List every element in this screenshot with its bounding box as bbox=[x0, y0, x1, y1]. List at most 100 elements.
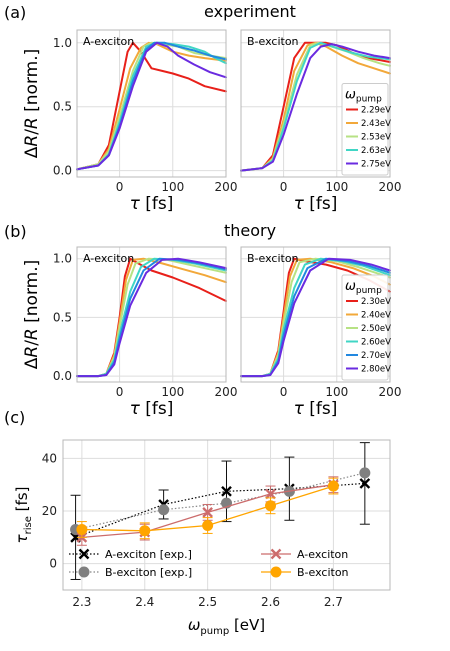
x-tick-label: 2.4 bbox=[135, 595, 154, 609]
x-tick-label: 2.6 bbox=[261, 595, 280, 609]
legend-label: 2.63eV bbox=[361, 146, 391, 156]
data-point bbox=[327, 480, 339, 492]
plot-frame bbox=[76, 246, 227, 383]
data-point bbox=[78, 548, 90, 560]
x-tick-label: 200 bbox=[215, 180, 238, 194]
data-point bbox=[139, 525, 151, 537]
legend-label: 2.60eV bbox=[361, 338, 391, 348]
plot-frame bbox=[240, 246, 391, 383]
legend-label: B-exciton [exp.] bbox=[105, 566, 192, 579]
panel-rise: 2.3 2.4 2.5 2.6 2.7 0 20 40 ωpump [eV] τrise [fs]… bbox=[13, 439, 391, 637]
title-experiment: experiment bbox=[204, 2, 296, 21]
series-line bbox=[76, 41, 227, 171]
x-tick-label: 100 bbox=[325, 385, 348, 399]
legend-label: B-exciton bbox=[297, 566, 349, 579]
series-line bbox=[76, 41, 227, 171]
legend-box bbox=[341, 83, 389, 176]
data-point bbox=[221, 485, 232, 497]
data-point bbox=[202, 520, 214, 532]
x-tick-label: 2.7 bbox=[324, 595, 343, 609]
legend-label: 2.50eV bbox=[361, 324, 391, 334]
legend-label: A-exciton [exp.] bbox=[105, 548, 192, 561]
panel-theo-A: A-exciton 0 100 200 0.0 0.5 1.0 τ [fs] ΔR/R [nor… bbox=[22, 246, 238, 419]
legend-label: 2.53eV bbox=[361, 133, 391, 143]
y-tick-label: 0.5 bbox=[53, 310, 72, 324]
x-tick-label: 0 bbox=[116, 180, 124, 194]
x-tick-label: 0 bbox=[280, 180, 288, 194]
plot-frame bbox=[76, 29, 227, 178]
data-point bbox=[76, 523, 88, 535]
data-point bbox=[78, 566, 90, 578]
legend-label: 2.80eV bbox=[361, 365, 391, 375]
x-axis-label: τ [fs] bbox=[130, 194, 174, 214]
legend: ωpump2.30eV2.40eV2.50eV2.60eV2.70eV2.80e… bbox=[341, 274, 391, 381]
series-line bbox=[76, 41, 227, 171]
x-tick-label: 100 bbox=[161, 180, 184, 194]
y-tick-label: 0 bbox=[49, 557, 57, 571]
series-line bbox=[76, 41, 227, 171]
series-line bbox=[75, 482, 365, 538]
series-line bbox=[76, 257, 227, 378]
panel-title: A-exciton bbox=[83, 252, 134, 265]
data-point bbox=[158, 504, 170, 516]
series-line bbox=[240, 257, 391, 378]
legend-label: 2.75eV bbox=[361, 160, 391, 170]
legend-label: 2.29eV bbox=[361, 106, 391, 116]
x-tick-label: 0 bbox=[280, 385, 288, 399]
legend: A-exciton [exp.] B-exciton [exp.] A-excito… bbox=[69, 548, 349, 579]
data-point bbox=[265, 488, 276, 500]
data-point bbox=[270, 566, 282, 578]
data-point bbox=[359, 467, 371, 479]
series-line bbox=[76, 41, 227, 171]
plot-frame bbox=[62, 439, 391, 591]
label-a: (a) bbox=[4, 3, 26, 22]
y-tick-label: 0.0 bbox=[53, 369, 72, 383]
y-tick-label: 0.0 bbox=[53, 164, 72, 178]
series-line bbox=[75, 472, 365, 531]
panel-title: B-exciton bbox=[247, 35, 299, 48]
series-line bbox=[240, 43, 391, 172]
data-point bbox=[359, 478, 371, 489]
x-tick-label: 200 bbox=[379, 180, 402, 194]
panel-title: B-exciton bbox=[247, 252, 299, 265]
x-tick-label: 2.3 bbox=[72, 595, 91, 609]
x-axis-label: τ [fs] bbox=[294, 399, 338, 419]
y-tick-label: 1.0 bbox=[53, 36, 72, 50]
x-tick-label: 100 bbox=[325, 180, 348, 194]
x-axis-label: τ [fs] bbox=[294, 194, 338, 214]
panel-exp-A: A-exciton 0 100 200 0.0 0.5 1.0 τ [fs] ΔR/R [nor… bbox=[22, 29, 238, 214]
legend-label: 2.40eV bbox=[361, 311, 391, 321]
series-b-exciton-exp- bbox=[70, 467, 371, 535]
x-tick-label: 2.5 bbox=[198, 595, 217, 609]
panel-title: A-exciton bbox=[83, 35, 134, 48]
y-axis-label: ΔR/R [norm.] bbox=[22, 260, 42, 370]
y-tick-label: 1.0 bbox=[53, 252, 72, 266]
label-b: (b) bbox=[4, 222, 27, 241]
legend-label: 2.43eV bbox=[361, 119, 391, 129]
x-tick-label: 0 bbox=[116, 385, 124, 399]
series-line bbox=[76, 41, 227, 171]
x-tick-label: 200 bbox=[379, 385, 402, 399]
legend-label: 2.70eV bbox=[361, 351, 391, 361]
series-b-exciton bbox=[76, 477, 339, 540]
y-axis-label: ΔR/R [norm.] bbox=[22, 49, 42, 159]
legend-label: A-exciton bbox=[297, 548, 348, 561]
y-tick-label: 20 bbox=[42, 504, 57, 518]
plot-frame bbox=[240, 29, 391, 178]
x-axis-label: ωpump [eV] bbox=[188, 616, 265, 637]
x-tick-label: 100 bbox=[161, 385, 184, 399]
data-point bbox=[270, 548, 282, 560]
label-c: (c) bbox=[4, 408, 25, 427]
x-axis-label: τ [fs] bbox=[130, 399, 174, 419]
data-point bbox=[202, 507, 213, 518]
y-axis-label: τrise [fs] bbox=[13, 487, 34, 544]
title-theory: theory bbox=[224, 221, 276, 240]
y-tick-label: 0.5 bbox=[53, 100, 72, 114]
x-tick-label: 200 bbox=[215, 385, 238, 399]
legend-label: 2.30eV bbox=[361, 297, 391, 307]
y-tick-label: 40 bbox=[42, 451, 57, 465]
